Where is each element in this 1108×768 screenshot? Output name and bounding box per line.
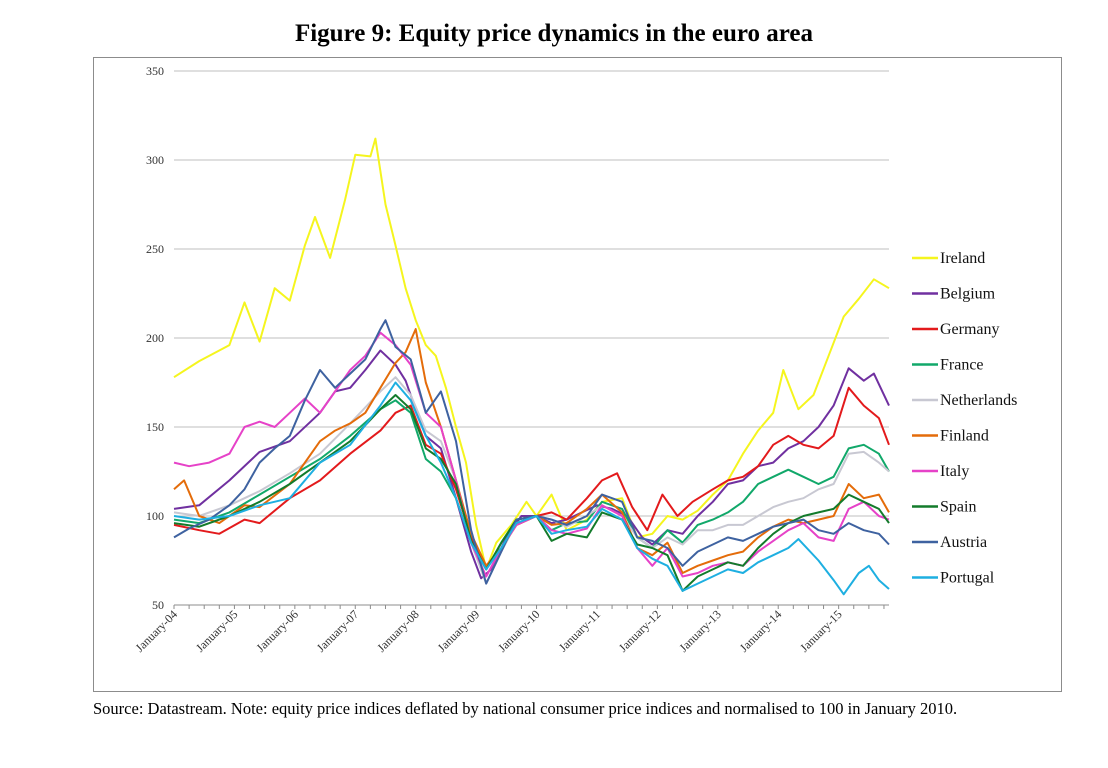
series-line-germany [173,386,890,567]
x-tick-label: January-10 [495,607,543,655]
legend-label-portugal: Portugal [940,570,995,587]
legend-label-france: France [940,357,984,374]
series-line-portugal [173,381,890,596]
legend-label-germany: Germany [940,321,1000,338]
y-tick-label: 300 [146,153,164,167]
legend-label-austria: Austria [940,534,987,551]
series-line-ireland [173,137,890,571]
x-tick-label: January-09 [435,607,483,655]
axes: 50 100 150 200 250 300 350 January-04 January-05… [133,64,889,655]
source-note: Source: Datastream. Note: equity price i… [93,699,958,718]
legend: Ireland Belgium Germany France Netherlands Fi… [912,250,1017,587]
x-tick-label: January-14 [737,607,785,655]
y-tick-label: 50 [152,598,164,612]
series-line-spain [173,394,890,592]
y-tick-label: 200 [146,331,164,345]
y-tick-label: 150 [146,420,164,434]
x-tick-label: January-12 [616,607,664,655]
y-tick-label: 100 [146,509,164,523]
legend-label-ireland: Ireland [940,250,985,267]
chart-area [93,57,1062,692]
x-tick-label: January-08 [374,607,422,655]
series-line-finland [173,328,890,574]
legend-label-finland: Finland [940,428,989,445]
series-line-france [173,399,890,571]
series-lines [173,137,890,596]
legend-label-italy: Italy [940,463,969,480]
series-line-austria [173,319,890,585]
x-tick-label: January-06 [253,607,301,655]
chart-title: Figure 9: Equity price dynamics in the e… [294,20,814,47]
series-line-netherlands [173,376,890,585]
legend-label-belgium: Belgium [940,286,996,303]
x-tick-label: January-04 [133,607,181,655]
series-line-belgium [173,349,890,580]
x-tick-label: January-11 [556,607,603,654]
x-tick-label: January-13 [676,607,724,655]
x-tick-label: January-07 [314,607,362,655]
legend-label-spain: Spain [940,499,976,516]
x-tick-label: January-05 [193,607,241,655]
y-tick-label: 250 [146,242,164,256]
y-tick-label: 350 [146,64,164,78]
legend-label-netherlands: Netherlands [940,392,1017,409]
x-tick-label: January-15 [797,607,845,655]
